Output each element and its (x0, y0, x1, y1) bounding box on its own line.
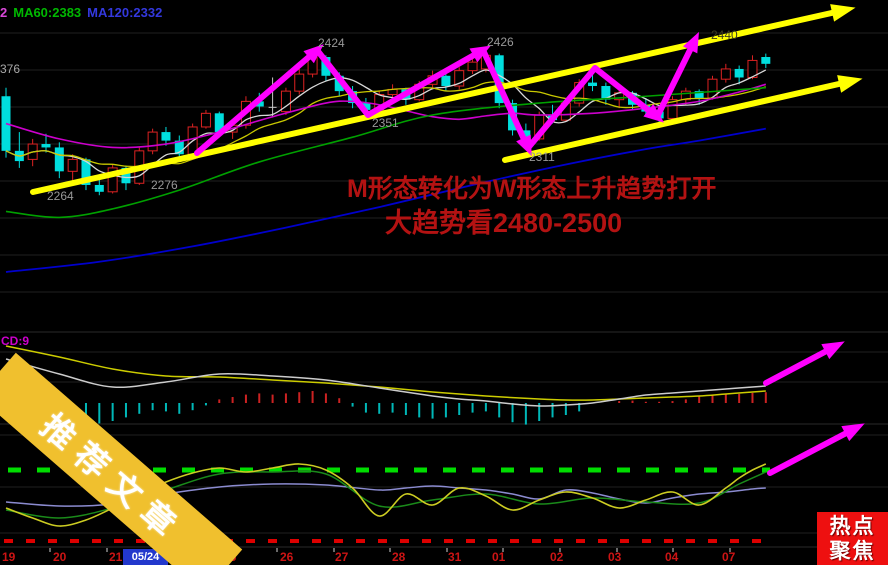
ma60-legend-label: MA60:2383 (13, 5, 82, 20)
price-label: 2264 (47, 189, 74, 203)
ma-partial-label: 2 (0, 5, 8, 20)
price-label: 2351 (372, 116, 399, 130)
x-axis-label: 02 (550, 550, 564, 564)
ma120-legend-label: MA120:2332 (87, 5, 163, 20)
x-axis: 19202125262728310102030407 (0, 548, 888, 565)
x-axis-label: 28 (392, 550, 406, 564)
x-axis-label: 01 (492, 550, 506, 564)
price-label: 2311 (529, 150, 555, 164)
macd-layer (5, 345, 767, 425)
x-axis-label: 19 (2, 550, 16, 564)
y-axis-price-label: 376 (0, 62, 21, 76)
hot-focus-badge[interactable]: 热点 聚焦 (817, 512, 888, 565)
x-axis-label: 27 (335, 550, 349, 564)
analysis-annotation-line2: 大趋势看2480-2500 (385, 208, 623, 238)
price-label: 2426 (487, 35, 514, 49)
zigzag-pattern-layer (194, 31, 699, 157)
trend-lines-layer (30, 4, 863, 195)
x-axis-label: 03 (608, 550, 622, 564)
x-axis-label: 07 (722, 550, 736, 564)
hot-focus-badge-line1: 热点 (829, 514, 876, 538)
analysis-annotation-line1: M形态转化为W形态上升趋势打开 (347, 175, 717, 203)
hot-focus-badge-line2: 聚焦 (829, 539, 876, 563)
ma-legend: 2 MA60:2383 MA120:2332 (0, 5, 168, 20)
price-label: 2424 (318, 36, 345, 50)
breakout-arrows-layer (763, 341, 865, 476)
price-label: 2276 (151, 178, 178, 192)
x-axis-label: 20 (53, 550, 67, 564)
selected-date-highlight[interactable]: 05/24 (123, 549, 168, 565)
x-axis-label: 31 (448, 550, 462, 564)
price-label: 2440 (711, 28, 738, 42)
x-axis-label: 26 (280, 550, 294, 564)
x-axis-label: 04 (665, 550, 679, 564)
macd-panel-label: CD:9 (1, 334, 30, 348)
x-axis-label: 21 (109, 550, 123, 564)
